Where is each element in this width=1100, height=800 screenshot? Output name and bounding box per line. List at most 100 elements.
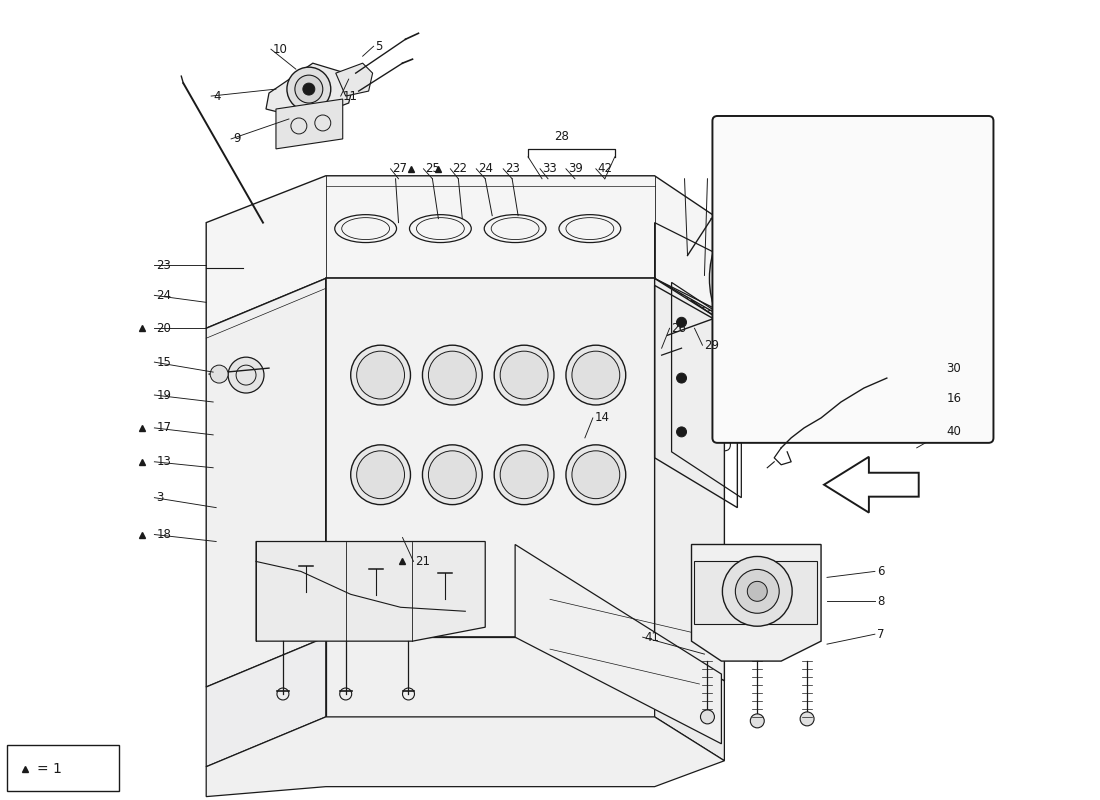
Circle shape xyxy=(428,451,476,498)
Polygon shape xyxy=(206,278,326,687)
Text: 10: 10 xyxy=(273,42,288,56)
Circle shape xyxy=(750,714,764,728)
Circle shape xyxy=(710,184,899,373)
Circle shape xyxy=(287,67,331,111)
Circle shape xyxy=(422,345,482,405)
Circle shape xyxy=(733,206,876,350)
Circle shape xyxy=(422,445,482,505)
Polygon shape xyxy=(206,717,725,797)
Circle shape xyxy=(738,274,746,282)
Circle shape xyxy=(949,149,964,163)
Text: 7: 7 xyxy=(877,628,884,641)
Circle shape xyxy=(762,237,846,320)
Bar xyxy=(7,745,119,790)
Text: 20: 20 xyxy=(156,322,172,334)
Circle shape xyxy=(676,373,686,383)
Circle shape xyxy=(736,570,779,614)
Polygon shape xyxy=(692,545,821,661)
Polygon shape xyxy=(326,637,654,717)
Text: 28: 28 xyxy=(554,130,570,143)
Circle shape xyxy=(494,345,554,405)
Circle shape xyxy=(494,445,554,505)
Circle shape xyxy=(757,230,764,238)
Polygon shape xyxy=(515,545,722,744)
Circle shape xyxy=(302,83,315,95)
Circle shape xyxy=(356,451,405,498)
Text: 42: 42 xyxy=(597,162,613,175)
Circle shape xyxy=(676,427,686,437)
Text: 22: 22 xyxy=(452,162,468,175)
Text: 39: 39 xyxy=(568,162,583,175)
Circle shape xyxy=(228,357,264,393)
Polygon shape xyxy=(654,637,725,761)
Text: 3: 3 xyxy=(156,491,164,504)
Polygon shape xyxy=(206,637,326,766)
Text: 5: 5 xyxy=(375,40,383,53)
Polygon shape xyxy=(206,176,725,328)
Text: 41: 41 xyxy=(645,630,660,644)
Text: 11: 11 xyxy=(343,90,358,102)
Circle shape xyxy=(747,149,761,163)
Text: 19: 19 xyxy=(156,389,172,402)
Circle shape xyxy=(500,451,548,498)
Circle shape xyxy=(500,351,548,399)
Polygon shape xyxy=(256,542,485,641)
Text: 26: 26 xyxy=(672,322,686,334)
Circle shape xyxy=(786,261,822,296)
Polygon shape xyxy=(326,278,654,637)
Text: 30: 30 xyxy=(947,362,961,374)
Text: 15: 15 xyxy=(156,356,172,369)
Text: 24: 24 xyxy=(478,162,493,175)
Circle shape xyxy=(295,75,322,103)
Circle shape xyxy=(949,395,964,409)
Circle shape xyxy=(210,365,228,383)
Circle shape xyxy=(676,318,686,327)
Text: = 1: = 1 xyxy=(36,762,62,776)
Circle shape xyxy=(800,336,808,344)
Circle shape xyxy=(844,318,851,326)
Circle shape xyxy=(757,318,764,326)
Circle shape xyxy=(747,395,761,409)
FancyBboxPatch shape xyxy=(713,116,993,443)
Circle shape xyxy=(747,582,767,602)
Text: 40: 40 xyxy=(947,426,961,438)
Polygon shape xyxy=(694,562,817,624)
Circle shape xyxy=(356,351,405,399)
Circle shape xyxy=(862,274,870,282)
Polygon shape xyxy=(336,63,373,96)
Text: 16: 16 xyxy=(947,391,961,405)
Polygon shape xyxy=(654,278,725,681)
Text: 4: 4 xyxy=(213,90,221,102)
Text: 33: 33 xyxy=(542,162,557,175)
Circle shape xyxy=(565,445,626,505)
Circle shape xyxy=(899,137,923,161)
Circle shape xyxy=(800,213,808,221)
Circle shape xyxy=(428,351,476,399)
Circle shape xyxy=(723,557,792,626)
Text: 25: 25 xyxy=(426,162,440,175)
Circle shape xyxy=(796,270,812,286)
Circle shape xyxy=(572,351,619,399)
Polygon shape xyxy=(276,99,343,149)
Text: 23: 23 xyxy=(505,162,520,175)
Circle shape xyxy=(572,451,619,498)
Text: 17: 17 xyxy=(156,422,172,434)
Text: 21: 21 xyxy=(416,555,430,568)
Text: 23: 23 xyxy=(156,259,172,272)
Polygon shape xyxy=(741,139,974,418)
Circle shape xyxy=(701,710,714,724)
Text: 14: 14 xyxy=(595,411,609,425)
Text: 8: 8 xyxy=(877,594,884,608)
Text: 27: 27 xyxy=(393,162,407,175)
Text: 24: 24 xyxy=(156,289,172,302)
Circle shape xyxy=(565,345,626,405)
Text: 18: 18 xyxy=(156,528,172,541)
Circle shape xyxy=(844,230,851,238)
Polygon shape xyxy=(266,63,355,119)
Circle shape xyxy=(800,712,814,726)
Circle shape xyxy=(351,345,410,405)
Text: 6: 6 xyxy=(877,565,884,578)
Text: 9: 9 xyxy=(233,133,241,146)
Text: eurocartec: eurocartec xyxy=(252,354,519,495)
Text: 29: 29 xyxy=(704,338,719,352)
